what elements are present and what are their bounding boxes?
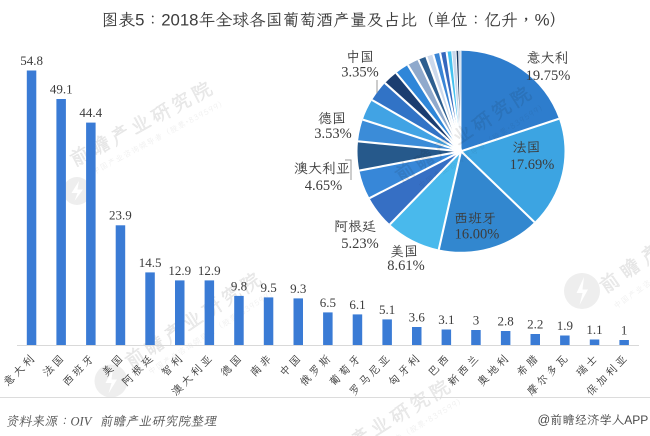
svg-text:1.1: 1.1: [586, 322, 602, 337]
svg-text:5.1: 5.1: [379, 302, 395, 317]
svg-text:4.65%: 4.65%: [305, 178, 342, 194]
svg-text:3.6: 3.6: [409, 309, 426, 324]
svg-text:9.8: 9.8: [231, 278, 247, 293]
svg-text:OIV: OIV: [71, 415, 93, 429]
svg-text:@: @: [538, 413, 551, 427]
svg-text:3.53%: 3.53%: [314, 126, 351, 142]
svg-text:23.9: 23.9: [109, 208, 132, 223]
svg-text:6.1: 6.1: [349, 297, 365, 312]
svg-text:2.8: 2.8: [497, 313, 513, 328]
svg-text:1: 1: [621, 322, 628, 337]
svg-text:3.1: 3.1: [438, 312, 454, 327]
svg-text:54.8: 54.8: [20, 53, 43, 68]
svg-text:44.4: 44.4: [79, 105, 102, 120]
svg-text:5.23%: 5.23%: [341, 236, 378, 252]
svg-text:APP: APP: [624, 413, 648, 427]
svg-text:16.00%: 16.00%: [455, 227, 500, 243]
svg-text:3.35%: 3.35%: [341, 65, 378, 81]
svg-text:%: %: [535, 11, 550, 30]
svg-text:14.5: 14.5: [139, 255, 162, 270]
svg-text:9.5: 9.5: [260, 280, 276, 295]
svg-text:12.9: 12.9: [168, 263, 191, 278]
svg-text:12.9: 12.9: [198, 263, 221, 278]
svg-text:2018: 2018: [161, 11, 198, 30]
svg-text:6.5: 6.5: [320, 295, 336, 310]
svg-text:5: 5: [135, 11, 144, 30]
svg-text:17.69%: 17.69%: [510, 157, 555, 173]
svg-text:2.2: 2.2: [527, 316, 543, 331]
svg-text:3: 3: [473, 312, 480, 327]
svg-text:9.3: 9.3: [290, 281, 306, 296]
svg-text:8.61%: 8.61%: [387, 258, 424, 274]
svg-text:19.75%: 19.75%: [526, 68, 571, 84]
svg-text:49.1: 49.1: [50, 81, 73, 96]
svg-text:1.9: 1.9: [557, 318, 573, 333]
